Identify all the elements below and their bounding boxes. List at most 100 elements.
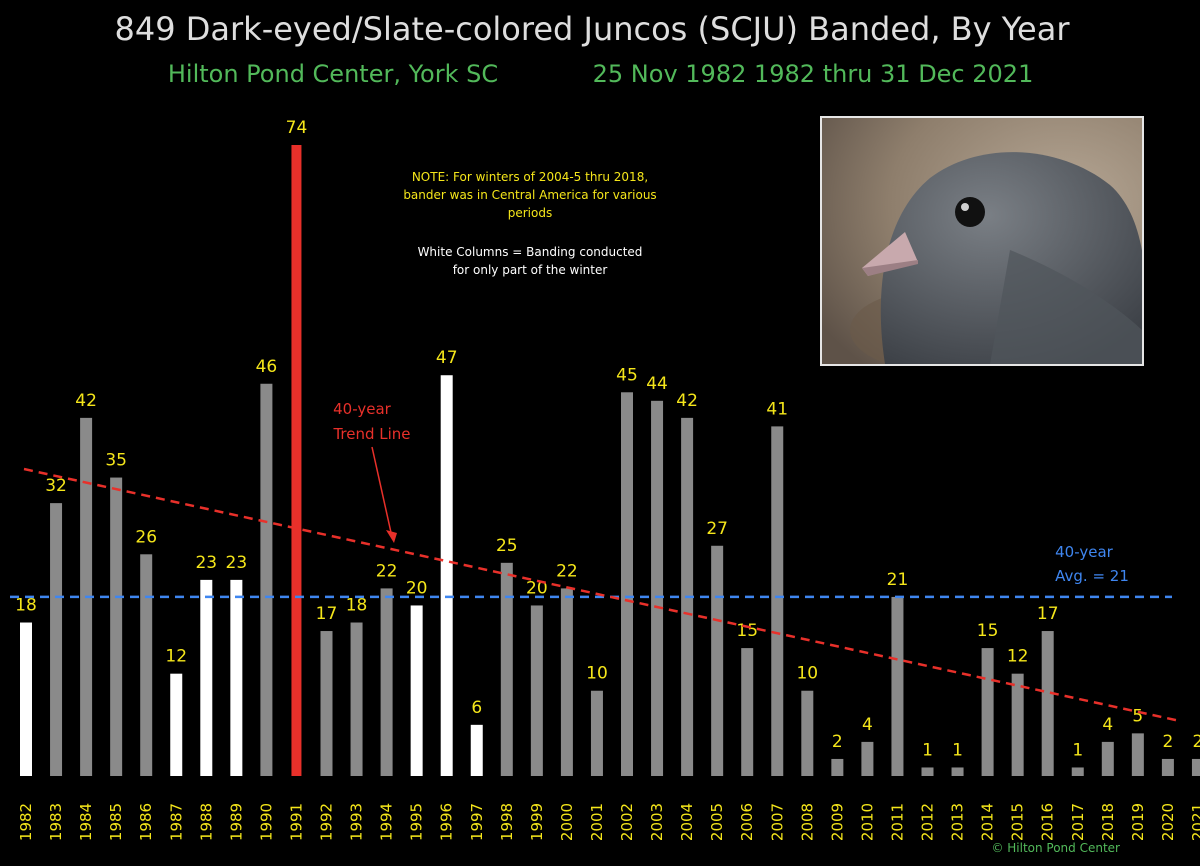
- bar-1999: [530, 605, 543, 776]
- x-tick-2016: 2016: [1039, 803, 1057, 841]
- x-tick-2020: 2020: [1159, 803, 1177, 841]
- bar-2019: [1131, 733, 1144, 776]
- bars-layer: [20, 145, 1200, 776]
- value-label-1982: 18: [15, 596, 37, 616]
- bar-2002: [621, 392, 633, 776]
- value-label-2013: 1: [952, 740, 963, 760]
- average-label-2: Avg. = 21: [1055, 567, 1129, 585]
- value-label-2001: 10: [586, 664, 608, 684]
- x-tick-2014: 2014: [979, 803, 997, 841]
- x-tick-2004: 2004: [678, 803, 696, 841]
- bar-1989: [230, 579, 243, 776]
- value-label-2002: 45: [616, 365, 638, 385]
- x-tick-1985: 1985: [107, 803, 125, 841]
- note-line-2: bander was in Central America for variou…: [403, 188, 656, 202]
- x-tick-1990: 1990: [257, 803, 275, 841]
- bar-2006: [741, 648, 754, 776]
- bar-2000: [560, 588, 573, 776]
- bar-2016: [1041, 631, 1054, 776]
- value-label-2021: 2: [1193, 732, 1200, 752]
- copyright-text: © Hilton Pond Center: [991, 841, 1120, 855]
- value-label-1990: 46: [256, 357, 278, 377]
- bar-1993: [350, 622, 363, 776]
- trend-line-label-1: 40-year: [333, 400, 392, 418]
- x-tick-1997: 1997: [468, 803, 486, 841]
- x-tick-2021: 2021: [1189, 803, 1200, 841]
- bar-2012: [921, 767, 934, 776]
- value-label-1994: 22: [376, 561, 398, 581]
- value-label-1985: 35: [105, 451, 127, 471]
- bar-2005: [711, 545, 724, 776]
- value-label-1986: 26: [135, 527, 157, 547]
- x-tick-1984: 1984: [77, 803, 95, 841]
- bar-2007: [771, 426, 784, 776]
- value-label-1984: 42: [75, 391, 97, 411]
- value-label-1991: 74: [286, 118, 308, 138]
- bar-2015: [1011, 673, 1024, 776]
- value-label-2009: 2: [832, 732, 843, 752]
- bar-2013: [951, 767, 964, 776]
- x-tick-2002: 2002: [618, 803, 636, 841]
- value-label-1983: 32: [45, 476, 67, 496]
- value-label-1987: 12: [165, 647, 187, 667]
- x-tick-1993: 1993: [348, 803, 366, 841]
- x-tick-2000: 2000: [558, 803, 576, 841]
- value-label-2012: 1: [922, 740, 933, 760]
- x-tick-2018: 2018: [1099, 803, 1117, 841]
- value-label-1993: 18: [346, 596, 368, 616]
- chart-title: 849 Dark-eyed/Slate-colored Juncos (SCJU…: [115, 10, 1071, 48]
- x-tick-2019: 2019: [1129, 803, 1147, 841]
- bar-2009: [831, 758, 844, 776]
- bar-2010: [861, 741, 874, 776]
- value-label-2015: 12: [1007, 647, 1029, 667]
- x-tick-2009: 2009: [828, 803, 846, 841]
- x-tick-2006: 2006: [738, 803, 756, 841]
- x-tick-2011: 2011: [888, 803, 906, 841]
- bar-2020: [1161, 758, 1174, 776]
- value-label-1988: 23: [195, 553, 217, 573]
- bar-1986: [140, 554, 153, 776]
- value-label-1995: 20: [406, 578, 428, 598]
- value-label-2016: 17: [1037, 604, 1059, 624]
- bar-1988: [200, 579, 213, 776]
- value-label-1999: 20: [526, 578, 548, 598]
- value-label-2007: 41: [766, 399, 788, 419]
- x-tick-1999: 1999: [528, 803, 546, 841]
- bar-1995: [410, 605, 423, 776]
- bar-1991: [291, 145, 302, 776]
- x-tick-1987: 1987: [167, 803, 185, 841]
- value-label-2020: 2: [1162, 732, 1173, 752]
- value-label-1989: 23: [226, 553, 248, 573]
- x-tick-1998: 1998: [498, 803, 516, 841]
- x-tick-1986: 1986: [137, 803, 155, 841]
- value-label-2010: 4: [862, 715, 873, 735]
- x-tick-1989: 1989: [227, 803, 245, 841]
- bar-1985: [110, 477, 123, 776]
- x-tick-1996: 1996: [438, 803, 456, 841]
- bar-2014: [981, 648, 994, 776]
- value-label-1996: 47: [436, 348, 458, 368]
- average-label-1: 40-year: [1055, 543, 1114, 561]
- bar-1997: [470, 724, 483, 776]
- x-tick-1992: 1992: [318, 803, 336, 841]
- value-label-1992: 17: [316, 604, 338, 624]
- x-tick-1995: 1995: [408, 803, 426, 841]
- x-tick-1994: 1994: [378, 803, 396, 841]
- value-label-2011: 21: [887, 570, 909, 590]
- x-tick-2013: 2013: [949, 803, 967, 841]
- x-tick-2012: 2012: [919, 803, 937, 841]
- bar-1990: [260, 383, 273, 776]
- chart-subtitle-dates: 25 Nov 1982 1982 thru 31 Dec 2021: [593, 60, 1034, 88]
- x-tick-2003: 2003: [648, 803, 666, 841]
- bar-2008: [801, 690, 814, 776]
- x-tick-labels-layer: 1982 1983 1984 1985 1986 1987 1988 1989 1990 1991…: [17, 803, 1200, 841]
- x-tick-2005: 2005: [708, 803, 726, 841]
- x-tick-2007: 2007: [768, 803, 786, 841]
- bar-1994: [380, 588, 393, 776]
- note-line-1: NOTE: For winters of 2004-5 thru 2018,: [412, 170, 648, 184]
- x-tick-2015: 2015: [1009, 803, 1027, 841]
- x-tick-2001: 2001: [588, 803, 606, 841]
- value-label-2008: 10: [796, 664, 818, 684]
- note-line-3: periods: [508, 206, 552, 220]
